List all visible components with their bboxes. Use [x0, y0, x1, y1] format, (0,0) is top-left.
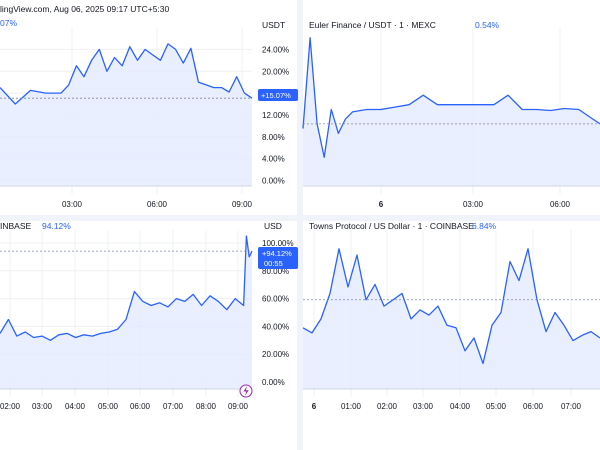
- p3-y-tick-label: 0.00%: [262, 378, 285, 387]
- p3-x-tick-label: 02:00: [0, 402, 21, 411]
- p2-x-tick-label: 06:00: [550, 200, 571, 209]
- p4-x-tick-label: 05:00: [486, 402, 507, 411]
- p3-y-tick-label: 60.00%: [262, 295, 289, 304]
- p1-y-tick-label: 12.00%: [262, 111, 289, 120]
- p3-countdown-text: 00:55: [264, 259, 283, 268]
- p1-x-tick-label: 06:00: [147, 200, 168, 209]
- p4-change: 6.84%: [472, 221, 497, 231]
- chart-panel-top-left[interactable]: 07% USDT 24.00%20.00%16.00%12.00%8.00%4.…: [0, 18, 298, 209]
- p1-y-tick-label: 8.00%: [262, 133, 285, 142]
- p3-price-badge: +94.12% 00:55: [258, 247, 298, 269]
- p1-title-change: 07%: [0, 18, 17, 28]
- p1-area-fill: [0, 43, 252, 187]
- p2-x-tick-label: 6: [379, 200, 384, 209]
- chart-panel-top-right[interactable]: Euler Finance / USDT · 1 · MEXC 0.54% 6 0…: [302, 20, 600, 209]
- vertical-separator: [297, 0, 303, 450]
- top-caption: lingView.com, Aug 06, 2025 09:17 UTC+5:3…: [0, 4, 170, 14]
- p3-area-fill: [0, 236, 252, 389]
- p2-change: 0.54%: [475, 20, 500, 30]
- p3-y-tick-label: 100.00%: [262, 239, 294, 248]
- p1-y-tick-label: 20.00%: [262, 67, 289, 76]
- p4-x-tick-label: 04:00: [450, 402, 471, 411]
- p3-currency-label: USD: [264, 221, 282, 231]
- p1-price-badge: +15.07%: [258, 89, 298, 101]
- p3-x-tick-label: 08:00: [196, 402, 217, 411]
- p2-x-tick-label: 03:00: [463, 200, 484, 209]
- p2-title: Euler Finance / USDT · 1 · MEXC: [309, 20, 436, 30]
- chart-panel-bottom-right[interactable]: Towns Protocol / US Dollar · 1 · COINBAS…: [302, 221, 600, 411]
- p4-title: Towns Protocol / US Dollar · 1 · COINBAS…: [309, 221, 474, 231]
- p3-y-tick-label: 20.00%: [262, 350, 289, 359]
- p1-price-line: [0, 43, 253, 105]
- p3-title-tail: INBASE: [0, 221, 32, 231]
- p4-area-fill: [303, 248, 600, 389]
- p2-price-line: [302, 37, 600, 158]
- p1-currency-label: USDT: [262, 20, 285, 30]
- p3-change: 94.12%: [42, 221, 71, 231]
- p1-y-tick-label: 24.00%: [262, 45, 289, 54]
- p4-x-tick-label: 01:00: [341, 402, 362, 411]
- p3-x-tick-label: 03:00: [32, 402, 53, 411]
- p4-price-line: [302, 248, 600, 365]
- p1-x-tick-label: 09:00: [232, 200, 253, 209]
- chart-panel-bottom-left[interactable]: INBASE 94.12% USD 100.00% 80.00% 60.00% 40.…: [0, 221, 298, 411]
- p3-x-tick-label: 05:00: [98, 402, 119, 411]
- p4-x-tick-label: 02:00: [377, 402, 398, 411]
- lightning-icon[interactable]: [239, 384, 253, 398]
- p3-y-tick-label: 80.00%: [262, 267, 289, 276]
- p3-y-tick-label: 40.00%: [262, 322, 289, 331]
- p3-x-tick-label: 09:00: [228, 402, 249, 411]
- p4-x-tick-label: 06:00: [523, 402, 544, 411]
- p3-price-line: [0, 235, 253, 341]
- p3-price-badge-text: +94.12%: [262, 249, 292, 258]
- p4-x-tick-label: 07:00: [561, 402, 582, 411]
- p4-x-tick-label: 6: [312, 402, 317, 411]
- p3-x-tick-label: 04:00: [65, 402, 86, 411]
- p1-x-tick-label: 03:00: [62, 200, 83, 209]
- p4-x-tick-label: 03:00: [413, 402, 434, 411]
- p1-y-tick-label: 4.00%: [262, 155, 285, 164]
- p1-price-badge-text: +15.07%: [261, 91, 291, 100]
- p2-area-fill: [303, 37, 600, 186]
- p1-y-tick-label: 0.00%: [262, 177, 285, 186]
- p3-x-tick-label: 06:00: [130, 402, 151, 411]
- p3-x-tick-label: 07:00: [163, 402, 184, 411]
